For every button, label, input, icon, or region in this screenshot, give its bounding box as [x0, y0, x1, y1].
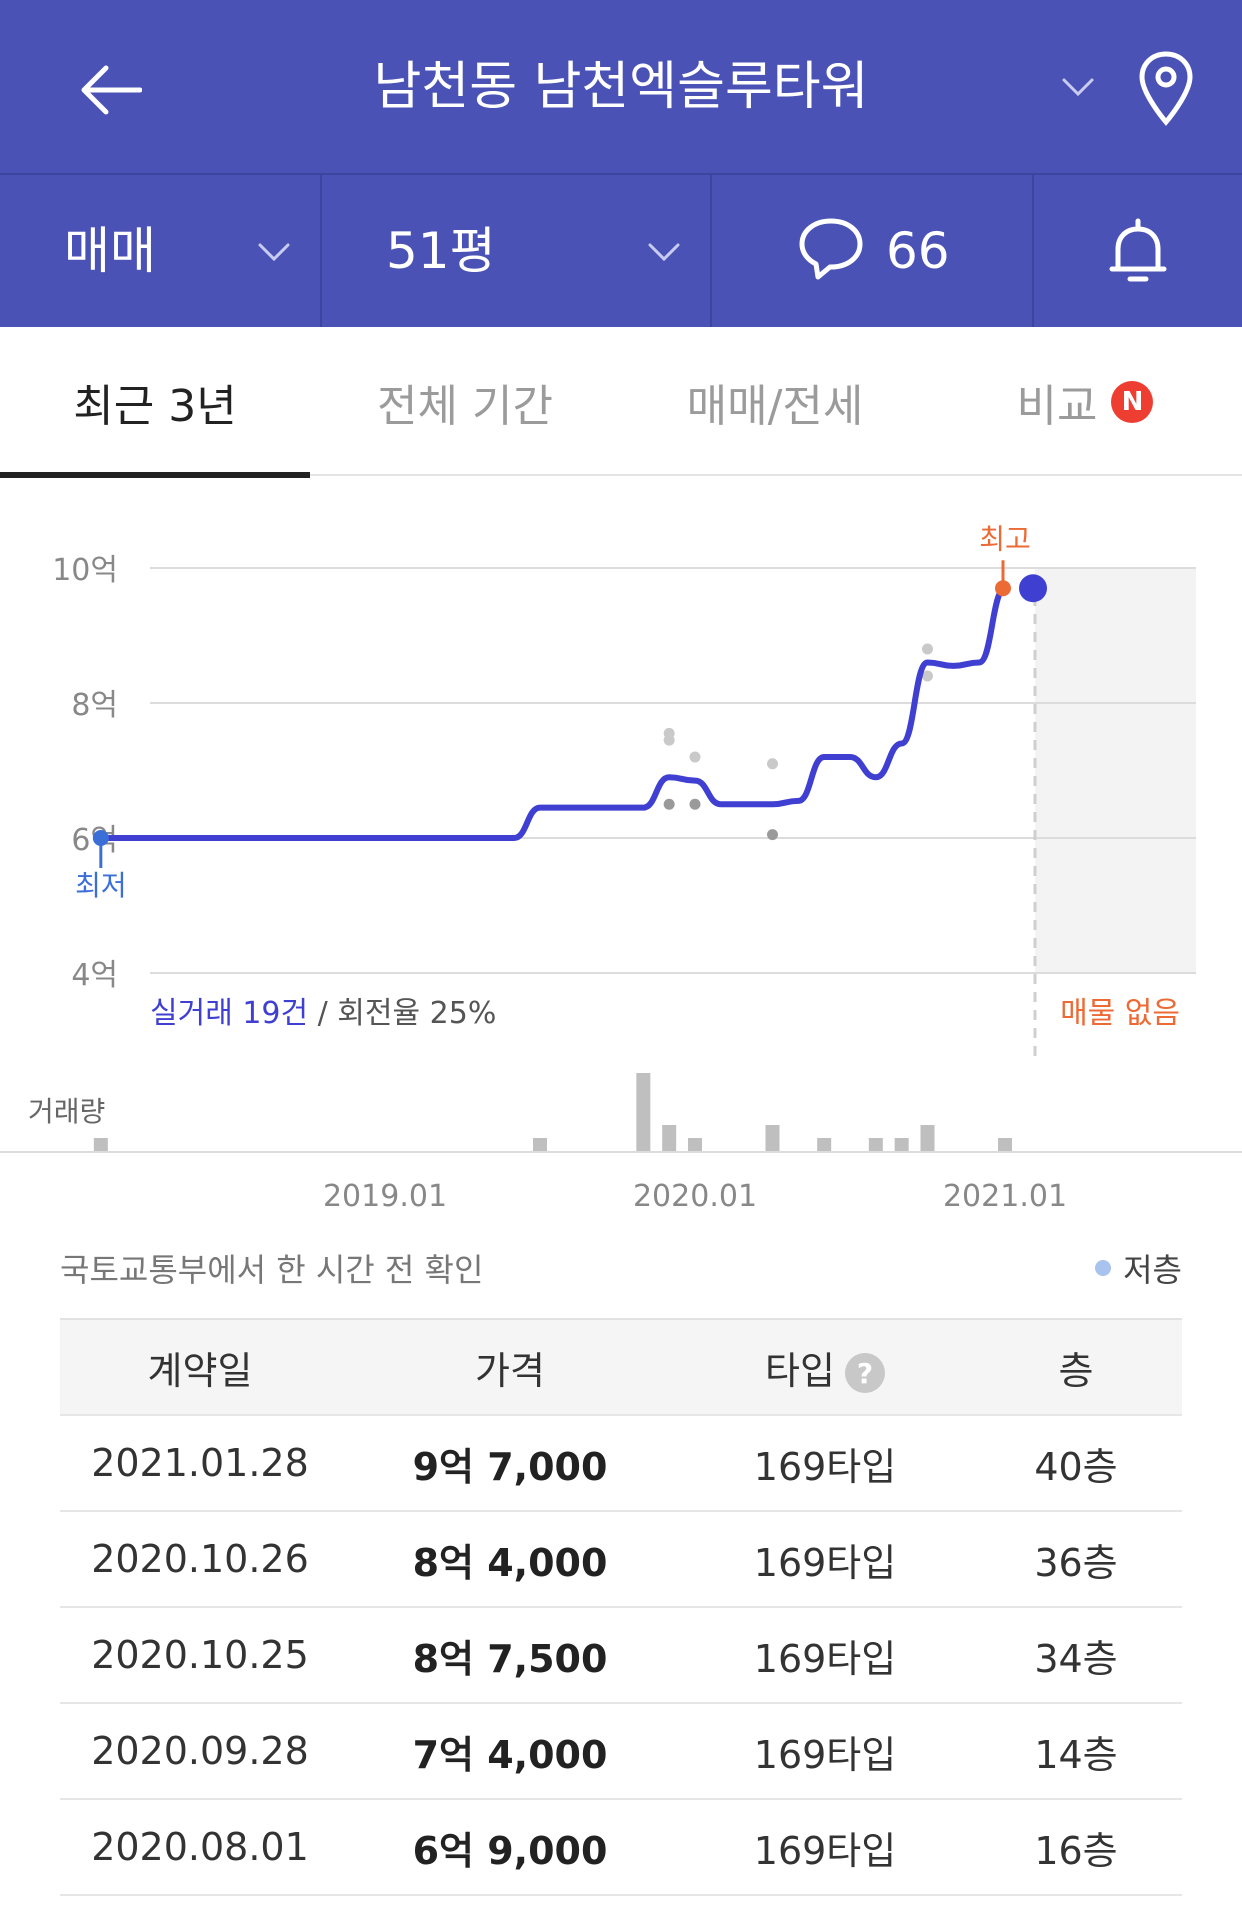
- volume-bar: [817, 1138, 832, 1151]
- price-chart[interactable]: 10억8억6억4억최저최고실거래 19건 / 회전율 25%매물 없음거래량20…: [0, 478, 1242, 1278]
- header-price: 가격: [340, 1318, 680, 1415]
- row-price: 9억 7,000: [340, 1414, 680, 1511]
- table-row[interactable]: 2020.09.28 7억 4,000 169타입 14층: [60, 1702, 1182, 1799]
- volume-bar: [93, 1138, 108, 1151]
- volume-bar: [765, 1125, 780, 1151]
- tab-all-period[interactable]: 전체 기간: [377, 380, 553, 432]
- row-price: 8억 7,500: [340, 1606, 680, 1703]
- volume-bar: [688, 1138, 702, 1151]
- row-floor: 36층: [970, 1510, 1182, 1607]
- row-floor: 34층: [970, 1606, 1182, 1703]
- row-floor: 40층: [970, 1414, 1182, 1511]
- floor-legend: 저층: [1095, 1245, 1182, 1291]
- row-type: 169타입: [680, 1606, 970, 1703]
- volume-bar: [920, 1125, 935, 1151]
- table-row[interactable]: 2020.10.25 8억 7,500 169타입 34층: [60, 1606, 1182, 1703]
- trade-summary: 실거래 19건 / 회전율 25%: [150, 996, 496, 1031]
- arrow-left-icon: [81, 65, 142, 115]
- map-pin-icon[interactable]: [1136, 48, 1196, 128]
- new-badge: N: [1111, 380, 1154, 423]
- x-tick-label: 2019.01: [323, 1179, 447, 1214]
- bell-icon: [1109, 218, 1167, 282]
- volume-label: 거래량: [28, 1095, 105, 1128]
- table-row[interactable]: 2021.01.28 9억 7,000 169타입 40층: [60, 1414, 1182, 1511]
- header-date: 계약일: [60, 1318, 340, 1415]
- volume-bar: [998, 1138, 1012, 1151]
- header-floor: 층: [970, 1318, 1182, 1415]
- trade-point: [689, 751, 701, 763]
- trade-point: [922, 670, 933, 682]
- page-title[interactable]: 남천동 남천엑슬루타워: [373, 57, 869, 117]
- low-floor-dot: [1095, 1260, 1112, 1276]
- trade-point: [663, 734, 675, 746]
- min-label: 최저: [75, 869, 127, 902]
- row-price: 8억 4,000: [340, 1510, 680, 1607]
- tab-compare[interactable]: 비교 N: [930, 327, 1240, 476]
- row-type: 169타입: [680, 1414, 970, 1511]
- app-header: 남천동 남천엑슬루타워: [0, 0, 1242, 173]
- trade-point: [663, 798, 675, 810]
- future-zone: [1035, 568, 1196, 973]
- row-date: 2020.09.28: [60, 1702, 340, 1799]
- volume-bar: [894, 1138, 909, 1151]
- no-listing-label: 매물 없음: [1060, 996, 1180, 1031]
- row-type: 169타입: [680, 1702, 970, 1799]
- row-price: 6억 9,000: [340, 1798, 680, 1896]
- volume-bar: [533, 1138, 547, 1151]
- y-tick-label: 8억: [71, 688, 118, 723]
- trade-point: [689, 798, 701, 810]
- tab-recent-3-years[interactable]: 최근 3년: [0, 327, 310, 478]
- low-floor-label: 저층: [1123, 1251, 1182, 1289]
- row-floor: 14층: [970, 1702, 1182, 1799]
- comment-count: 66: [886, 222, 950, 280]
- max-label: 최고: [979, 522, 1031, 555]
- area-selector[interactable]: 51평: [322, 175, 712, 327]
- volume-bar: [868, 1138, 883, 1151]
- table-row[interactable]: 2020.08.01 6억 9,000 169타입 16층: [60, 1798, 1182, 1896]
- table-row[interactable]: 2020.10.26 8억 4,000 169타입 36층: [60, 1510, 1182, 1607]
- y-tick-label: 10억: [52, 553, 118, 588]
- speech-bubble-icon: [799, 218, 863, 280]
- row-date: 2021.01.28: [60, 1414, 340, 1511]
- price-line: [97, 585, 1008, 841]
- help-icon[interactable]: ?: [844, 1353, 885, 1393]
- trade-type-selector[interactable]: 매매: [0, 175, 322, 327]
- row-type: 169타입: [680, 1510, 970, 1607]
- row-date: 2020.10.25: [60, 1606, 340, 1703]
- back-button[interactable]: [70, 55, 150, 125]
- x-tick-label: 2021.01: [943, 1179, 1067, 1214]
- trade-point: [767, 758, 778, 770]
- chevron-down-icon[interactable]: [1058, 70, 1098, 104]
- row-date: 2020.10.26: [60, 1510, 340, 1607]
- filter-toolbar: 매매 51평 66: [0, 173, 1242, 327]
- max-marker: [995, 580, 1011, 597]
- alert-button[interactable]: [1034, 175, 1242, 327]
- tab-trade-jeonse[interactable]: 매매/전세: [686, 380, 864, 432]
- table-header-row: 계약일 가격 타입? 층: [60, 1318, 1182, 1415]
- row-price: 7억 4,000: [340, 1702, 680, 1799]
- chevron-down-icon: [258, 243, 290, 262]
- trade-point: [922, 643, 933, 655]
- trade-point: [767, 829, 778, 841]
- comments-button[interactable]: 66: [712, 175, 1034, 327]
- data-source-note: 국토교통부에서 한 시간 전 확인: [60, 1251, 484, 1289]
- period-tabs: 최근 3년 전체 기간 매매/전세 비교 N: [0, 327, 1242, 478]
- row-date: 2020.08.01: [60, 1798, 340, 1896]
- volume-bar: [662, 1125, 677, 1151]
- trade-type-label: 매매: [64, 222, 156, 280]
- y-tick-label: 4억: [71, 958, 118, 993]
- transaction-table: 계약일 가격 타입? 층 2021.01.28 9억 7,000 169타입 4…: [60, 1318, 1182, 1896]
- chevron-down-icon: [648, 243, 680, 262]
- x-tick-label: 2020.01: [633, 1179, 757, 1214]
- min-marker: [92, 830, 109, 846]
- area-label: 51평: [386, 222, 496, 280]
- row-floor: 16층: [970, 1798, 1182, 1896]
- latest-point: [1019, 574, 1047, 603]
- volume-bar: [636, 1073, 651, 1151]
- header-type: 타입?: [680, 1318, 970, 1415]
- row-type: 169타입: [680, 1798, 970, 1896]
